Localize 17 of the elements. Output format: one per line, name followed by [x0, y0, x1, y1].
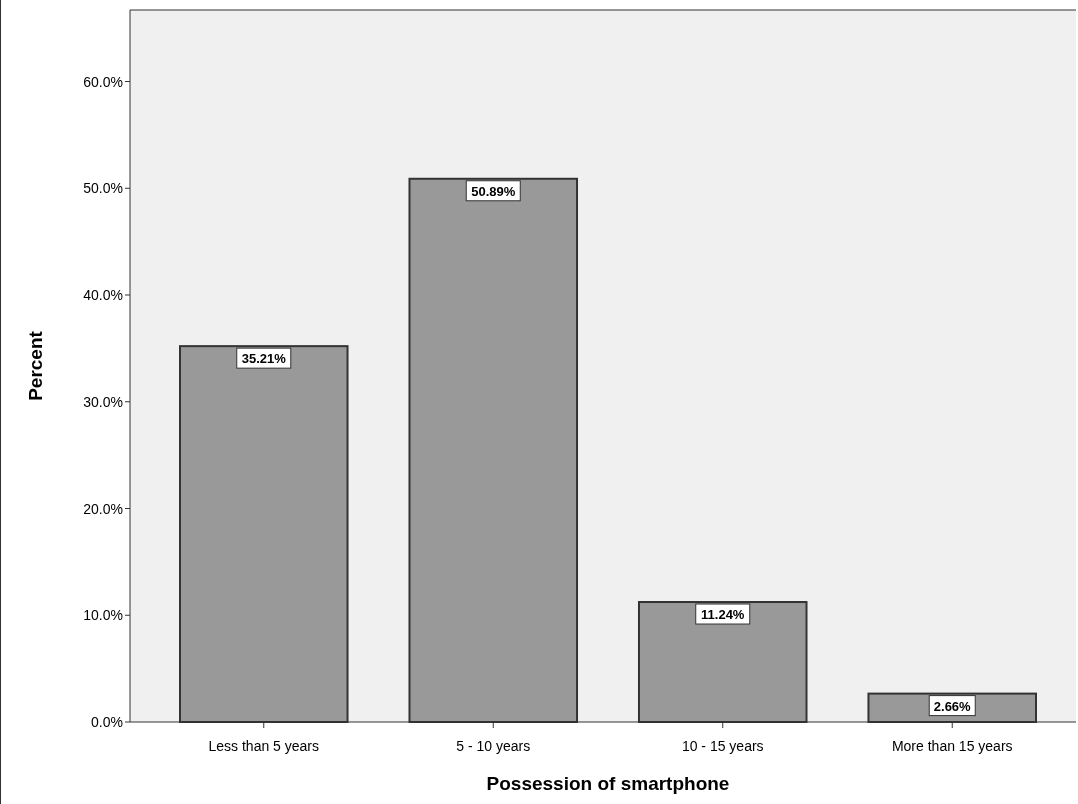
x-tick-label: More than 15 years — [891, 738, 1013, 754]
data-label: 50.89% — [471, 183, 516, 199]
y-tick-label: 40.0% — [83, 287, 123, 304]
x-tick-label: 5 - 10 years — [456, 738, 531, 754]
y-tick-label: 10.0% — [83, 607, 123, 624]
y-tick-label: 30.0% — [83, 393, 123, 410]
y-tick-label: 60.0% — [83, 73, 123, 90]
x-axis-title: Possession of smartphone — [486, 773, 730, 794]
x-tick-label: Less than 5 years — [208, 738, 320, 754]
data-label: 35.21% — [241, 351, 287, 367]
y-tick-label: 0.0% — [91, 714, 123, 730]
y-axis-title: Percent — [25, 330, 46, 401]
x-tick-label: 10 - 15 years — [681, 738, 764, 754]
data-label: 11.24% — [701, 607, 745, 623]
data-label: 2.66% — [933, 698, 972, 714]
y-tick-label: 20.0% — [83, 500, 123, 517]
y-tick-label: 50.0% — [83, 180, 123, 197]
